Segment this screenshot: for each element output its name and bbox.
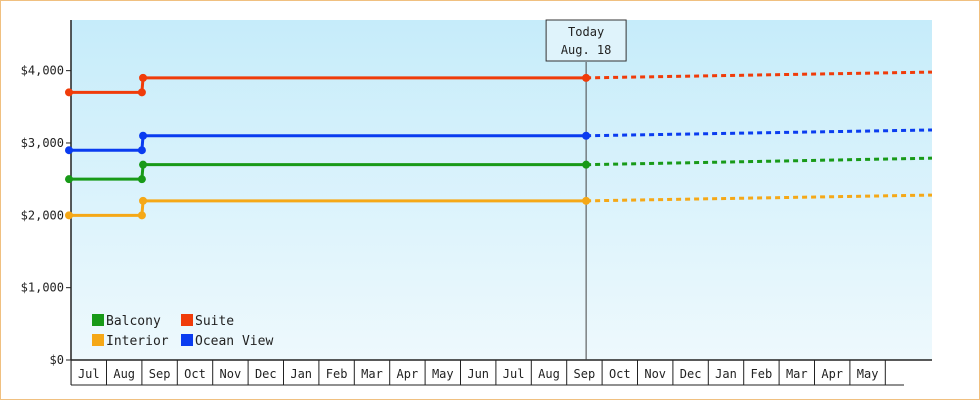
legend-swatch [181,334,193,346]
series-suite [65,70,933,97]
x-tick-label: Feb [751,367,773,381]
data-point [65,146,73,155]
legend-swatch [92,334,104,346]
forecast-line-interior [586,193,933,203]
y-tick-label: $1,000 [21,281,64,295]
legend-label: Interior [106,334,169,349]
series-group [65,70,933,220]
data-point [139,196,148,205]
data-point [65,211,73,220]
forecast-line-balcony [586,156,933,167]
x-tick-label: Dec [680,367,702,381]
legend: Balcony Suite Interior Ocean View [92,314,273,349]
x-tick-label: Mar [361,367,383,381]
series-balcony [65,156,933,184]
data-point [582,73,591,82]
x-tick-label: Oct [609,367,631,381]
data-point [137,88,146,97]
series-ocean-view [65,128,933,155]
series-line-balcony [69,163,587,181]
legend-label: Ocean View [195,334,273,349]
x-tick-label: Dec [255,367,277,381]
x-tick-label: Aug [538,367,560,381]
x-tick-label: Jul [503,367,525,381]
data-point [137,146,146,155]
x-tick-label: Nov [220,367,242,381]
x-tick-label: Mar [786,367,808,381]
forecast-line-ocean-view [586,128,933,138]
data-point [139,131,148,140]
x-tick-label: Jan [715,367,737,381]
legend-label: Suite [195,314,234,329]
y-tick-label: $0 [50,353,64,367]
legend-label: Balcony [106,314,161,329]
legend-item-ocean-view: Ocean View [181,334,273,349]
legend-swatch [181,314,193,326]
y-axis: $0 $1,000 $2,000 $3,000 $4,000 [21,20,72,367]
data-point [139,160,148,169]
x-tick-label: Apr [821,367,843,381]
x-tick-label: May [432,367,454,381]
x-tick-label: Apr [397,367,419,381]
forecast-line-suite [586,70,933,80]
x-axis: Jul Aug Sep Oct Nov Dec Jan Feb Mar Apr May Jun Jul A… [70,359,932,386]
data-point [65,88,73,97]
legend-item-interior: Interior [92,334,169,349]
legend-item-balcony: Balcony [92,314,161,329]
today-marker: Today Aug. 18 [545,19,627,360]
data-point [139,73,148,82]
y-tick-label: $3,000 [21,136,64,150]
data-point [582,131,591,140]
legend-swatch [92,314,104,326]
x-tick-label: May [857,367,879,381]
series-line-ocean-view [69,134,587,152]
x-tick-label: Aug [113,367,135,381]
y-tick-label: $4,000 [21,64,64,78]
y-tick-label: $2,000 [21,208,64,222]
series-line-interior [69,199,587,217]
x-tick-label: Feb [326,367,348,381]
data-point [65,175,73,184]
x-tick-label: Sep [574,367,596,381]
data-point [582,160,591,169]
plot-background [71,20,932,360]
series-interior [65,193,933,220]
today-date: Aug. 18 [561,43,612,57]
x-tick-label: Jul [78,367,100,381]
legend-item-suite: Suite [181,314,234,329]
today-label-box [545,19,627,62]
x-tick-label: Jan [290,367,312,381]
x-tick-label: Nov [644,367,666,381]
today-label: Today [568,25,604,39]
data-point [137,175,146,184]
data-point [137,211,146,220]
series-line-suite [69,76,587,94]
x-tick-label: Sep [149,367,171,381]
data-point [582,196,591,205]
x-tick-label: Jun [467,367,489,381]
x-tick-label: Oct [184,367,206,381]
